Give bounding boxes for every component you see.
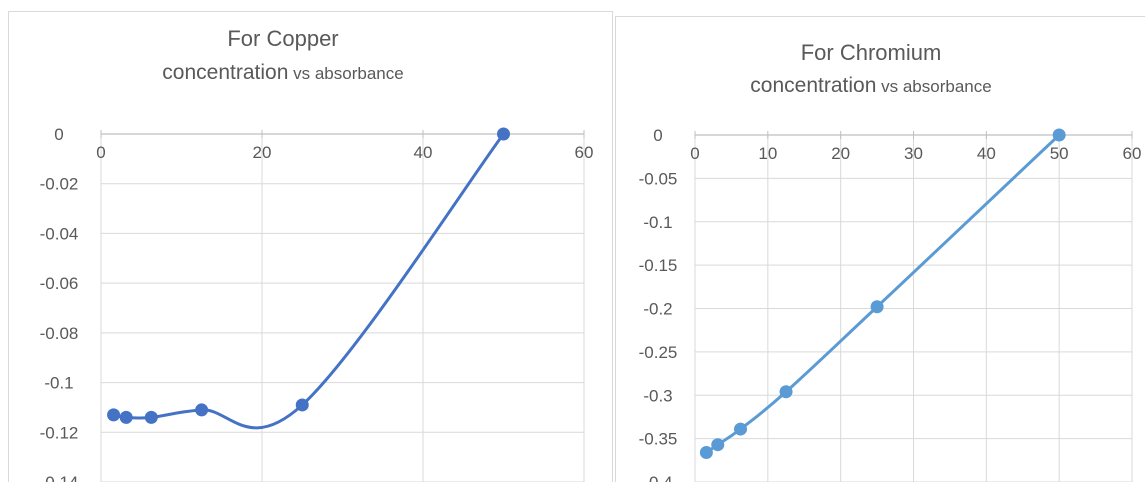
chromium-y-tick-label: -0.15 xyxy=(639,256,678,275)
copper-y-tick-label: -0.12 xyxy=(40,423,79,442)
copper-x-tick-label: 60 xyxy=(575,143,594,162)
copper-y-tick-label: -0.1 xyxy=(44,374,73,393)
chromium-data-point xyxy=(711,438,725,452)
copper-series-line xyxy=(112,132,505,430)
chromium-x-tick-label: 50 xyxy=(1050,144,1069,163)
copper-y-tick-label: -0.08 xyxy=(40,324,79,343)
copper-chart: For Copper concentration vs absorbance 0 -0… xyxy=(8,11,613,482)
copper-y-tick-label: 0 xyxy=(54,125,63,144)
chromium-y-tick-label: -0.25 xyxy=(639,343,678,362)
copper-chart-subtitle: concentration vs absorbance xyxy=(162,61,403,84)
copper-chart-title: For Copper xyxy=(227,26,338,51)
chromium-data-point xyxy=(870,300,884,314)
copper-data-point xyxy=(144,410,158,424)
copper-x-tick-label: 40 xyxy=(414,143,433,162)
copper-y-tick-label: -0.04 xyxy=(40,224,79,243)
copper-x-tick-label: 20 xyxy=(253,143,272,162)
chromium-data-point xyxy=(699,446,713,460)
chromium-data-point xyxy=(734,422,748,436)
chromium-y-tick-label: 0 xyxy=(653,126,662,145)
copper-y-tick-label: -0.14 xyxy=(40,473,79,482)
chromium-y-tick-label: -0.05 xyxy=(639,169,678,188)
chromium-x-tick-label: 60 xyxy=(1123,144,1142,163)
chromium-y-tick-label: -0.2 xyxy=(643,300,672,319)
copper-chart-svg: For Copper concentration vs absorbance 0 -0… xyxy=(40,26,594,482)
chromium-x-tick-label: 30 xyxy=(904,144,923,163)
chromium-x-tick-label: 40 xyxy=(977,144,996,163)
chromium-chart-title: For Chromium xyxy=(801,40,942,65)
chromium-y-tick-label: -0.35 xyxy=(639,430,678,449)
chromium-chart: For Chromium concentration vs absorbance 0… xyxy=(615,16,1145,482)
chromium-chart-svg: For Chromium concentration vs absorbance 0… xyxy=(639,40,1142,482)
copper-y-tick-label: -0.02 xyxy=(40,175,79,194)
chromium-chart-subtitle: concentration vs absorbance xyxy=(750,74,991,97)
chromium-x-tick-label: 0 xyxy=(690,144,699,163)
chromium-y-tick-label: -0.3 xyxy=(643,386,672,405)
copper-data-point xyxy=(295,398,309,412)
copper-data-point xyxy=(195,403,209,417)
copper-x-tick-label: 0 xyxy=(96,143,105,162)
chromium-data-point xyxy=(1052,128,1066,142)
chromium-y-tick-label: -0.1 xyxy=(643,213,672,232)
copper-data-point xyxy=(119,410,133,424)
copper-data-point xyxy=(107,408,121,422)
copper-data-point xyxy=(497,127,510,141)
chromium-data-point xyxy=(779,385,793,399)
chromium-x-tick-label: 10 xyxy=(758,144,777,163)
chromium-y-tick-label: -0.4 xyxy=(643,473,672,482)
chromium-series-line xyxy=(704,133,1061,455)
copper-y-tick-label: -0.06 xyxy=(40,274,79,293)
chromium-x-tick-label: 20 xyxy=(831,144,850,163)
